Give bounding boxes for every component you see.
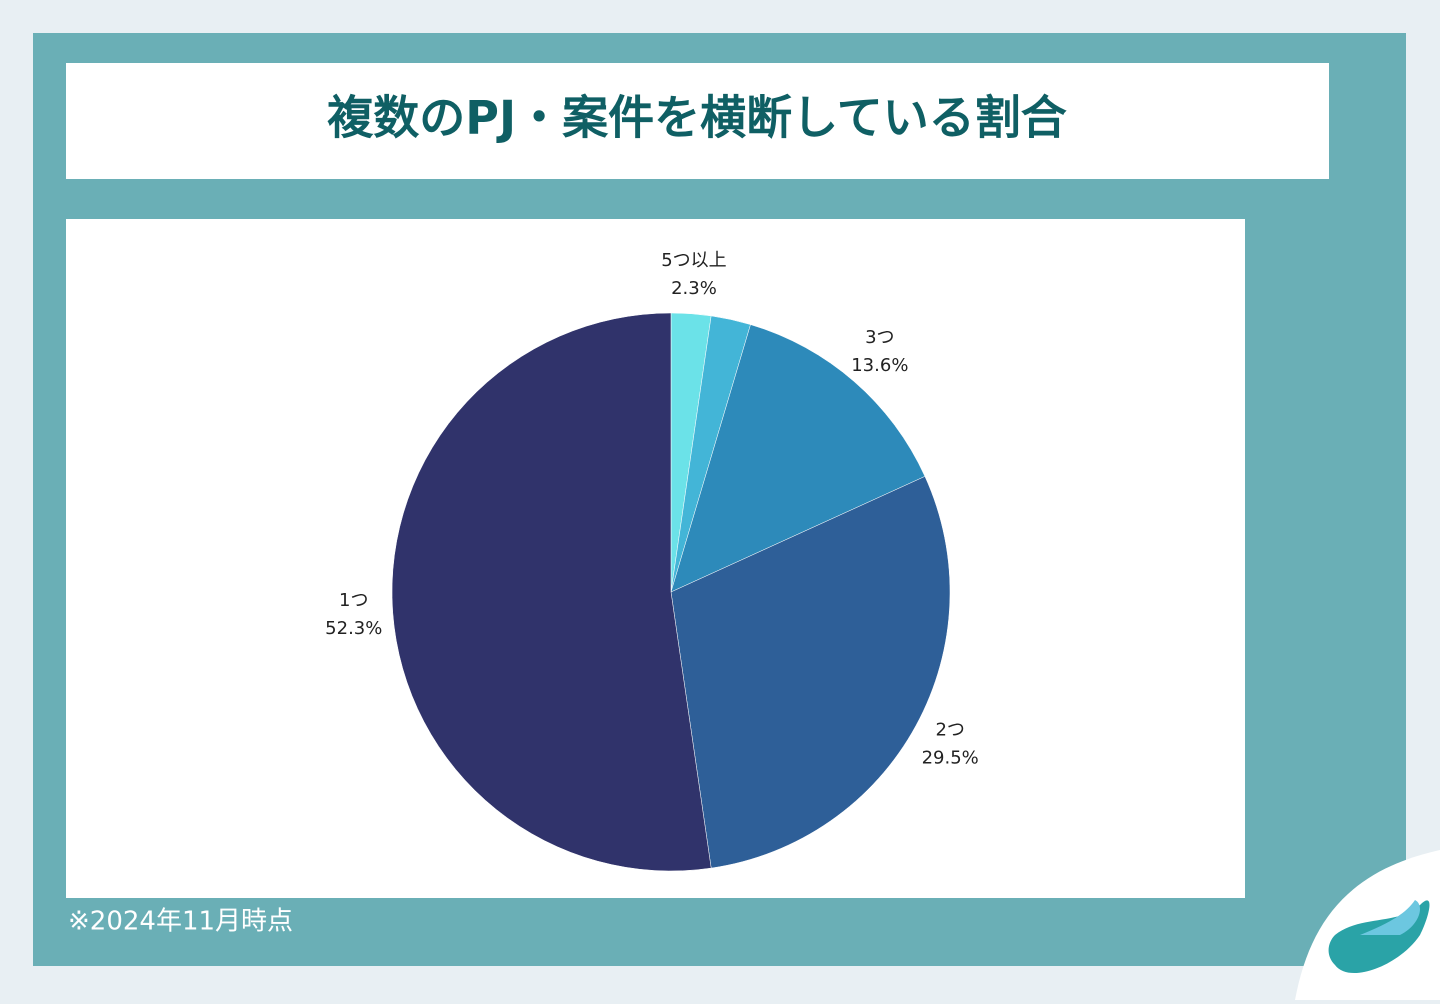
title-box (66, 63, 1329, 179)
chart-title: 複数のPJ・案件を横断している割合 (327, 91, 1066, 145)
pie-slice (391, 312, 712, 872)
value-label: 29.5% (922, 747, 979, 768)
pie-slice (670, 476, 951, 869)
value-label: 2.3% (671, 278, 717, 299)
slice-label: 2つ (935, 719, 964, 740)
slice-label: 3つ (865, 327, 894, 348)
logo-accent (1360, 900, 1420, 935)
value-label: 13.6% (851, 355, 908, 376)
value-label: 52.3% (325, 618, 382, 639)
footnote: ※2024年11月時点 (68, 907, 293, 937)
slice-label: 1つ (339, 590, 368, 611)
pie-slice (670, 324, 926, 593)
slice-label: 5つ以上 (661, 250, 726, 271)
